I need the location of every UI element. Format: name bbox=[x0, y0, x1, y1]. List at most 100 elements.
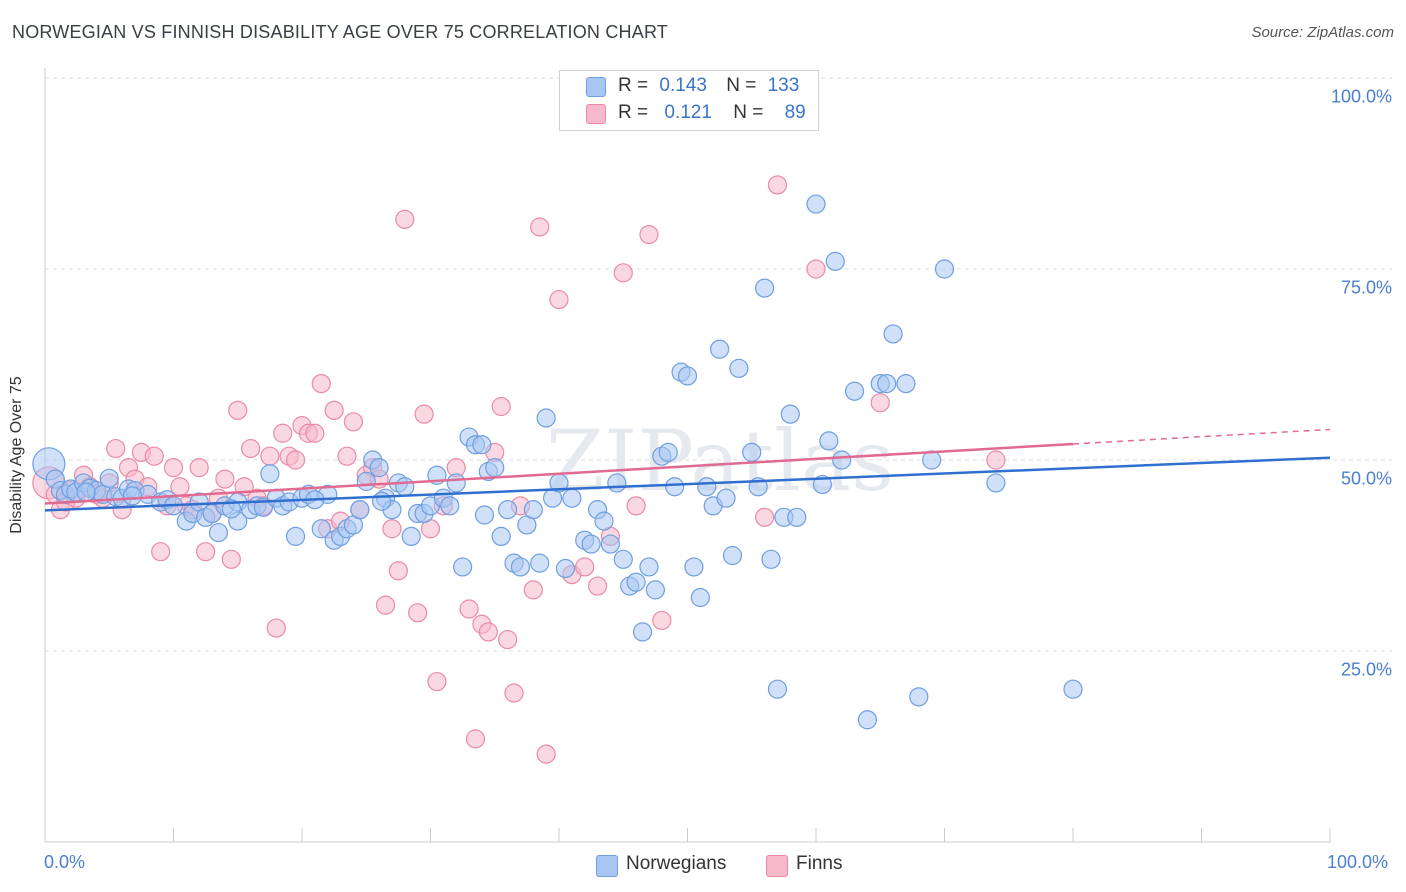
norwegian-point bbox=[311, 519, 331, 539]
x-tick-label-min: 0.0% bbox=[44, 852, 86, 872]
finn-point bbox=[504, 683, 524, 703]
finn-point bbox=[144, 446, 164, 466]
legend-swatch-finns bbox=[766, 855, 788, 877]
norwegian-point bbox=[639, 557, 659, 577]
finn-point bbox=[986, 450, 1006, 470]
finn-point bbox=[260, 446, 280, 466]
norwegian-point bbox=[395, 477, 415, 497]
n-label: N = bbox=[726, 75, 757, 96]
norwegian-point bbox=[729, 358, 749, 378]
norwegian-point bbox=[684, 557, 704, 577]
finn-point bbox=[459, 599, 479, 619]
norwegian-point bbox=[99, 468, 119, 488]
finn-point bbox=[408, 603, 428, 623]
norwegian-point bbox=[665, 477, 685, 497]
norwegian-point bbox=[896, 374, 916, 394]
norwegian-point bbox=[761, 549, 781, 569]
norwegian-point bbox=[825, 251, 845, 271]
finn-point bbox=[427, 671, 447, 692]
norwegian-point bbox=[122, 486, 142, 506]
chart-title: NORWEGIAN VS FINNISH DISABILITY AGE OVER… bbox=[12, 22, 669, 42]
norwegian-point bbox=[498, 500, 518, 520]
norwegian-point bbox=[221, 499, 241, 519]
norwegian-point bbox=[658, 442, 678, 462]
norwegian-point bbox=[934, 259, 955, 279]
r-value: 0.121 bbox=[664, 102, 712, 123]
finn-point bbox=[870, 393, 890, 413]
norwegian-point bbox=[690, 587, 710, 608]
legend-swatch-finns bbox=[586, 104, 606, 124]
finns-trend-line bbox=[44, 442, 1074, 505]
norwegian-point bbox=[372, 491, 392, 511]
norwegian-point bbox=[523, 500, 543, 520]
legend-item-finns[interactable]: Finns bbox=[766, 853, 842, 877]
finn-point bbox=[478, 622, 498, 642]
norwegian-point bbox=[767, 679, 788, 699]
finn-point bbox=[575, 557, 595, 577]
y-tick-label-100: 100.0% bbox=[1330, 86, 1392, 107]
y-tick-label-25: 25.0% bbox=[1340, 659, 1392, 680]
finn-point bbox=[196, 542, 216, 562]
finn-point bbox=[626, 496, 646, 516]
finn-point bbox=[343, 412, 363, 432]
legend-item-norwegians[interactable]: Norwegians bbox=[596, 853, 727, 877]
finn-point bbox=[754, 507, 775, 527]
norwegian-point bbox=[285, 526, 306, 547]
finn-point bbox=[530, 217, 550, 237]
finn-point bbox=[106, 438, 126, 459]
n-value: 89 bbox=[784, 102, 806, 123]
finn-point bbox=[806, 259, 826, 279]
norwegian-point bbox=[446, 473, 466, 493]
norwegian-point bbox=[562, 488, 582, 508]
norwegian-point bbox=[356, 471, 376, 491]
norwegian-point bbox=[857, 710, 878, 730]
finn-point bbox=[273, 423, 293, 443]
finn-point bbox=[587, 576, 608, 596]
legend-swatch-norwegians bbox=[586, 77, 606, 97]
norwegian-point bbox=[607, 473, 627, 493]
r-label: R = bbox=[618, 102, 649, 123]
finn-point bbox=[221, 549, 241, 569]
finn-point bbox=[375, 595, 396, 615]
finns-trend-extension bbox=[1072, 428, 1331, 445]
norwegian-point bbox=[474, 505, 495, 525]
finn-point bbox=[491, 396, 511, 417]
norwegian-point bbox=[787, 507, 807, 527]
norwegian-point bbox=[76, 482, 96, 502]
finn-point bbox=[337, 446, 357, 466]
finn-point bbox=[151, 542, 171, 562]
finn-point bbox=[536, 744, 556, 764]
norwegian-point bbox=[453, 557, 473, 577]
finn-point bbox=[639, 225, 659, 245]
y-tick-label-50: 50.0% bbox=[1340, 468, 1392, 489]
norwegian-point bbox=[613, 549, 633, 569]
norwegian-point bbox=[883, 324, 903, 344]
norwegian-point bbox=[472, 435, 492, 455]
finn-point bbox=[311, 374, 331, 394]
x-tick-label-max: 100.0% bbox=[1327, 852, 1389, 872]
finn-point bbox=[549, 289, 569, 310]
finn-point bbox=[241, 438, 261, 459]
norwegian-point bbox=[1063, 679, 1083, 699]
finn-point bbox=[395, 209, 415, 229]
n-value: 133 bbox=[767, 75, 800, 96]
finn-point bbox=[215, 469, 235, 489]
norwegian-point bbox=[877, 374, 897, 394]
norwegians-points bbox=[32, 194, 1083, 730]
norwegian-point bbox=[626, 572, 646, 592]
norwegians-trend-line bbox=[44, 456, 1331, 512]
norwegian-point bbox=[208, 522, 229, 543]
norwegian-point bbox=[677, 366, 698, 386]
finn-point bbox=[613, 263, 633, 283]
norwegian-point bbox=[710, 339, 730, 359]
legend-row-norwegians: R = 0.143 N = 133 bbox=[618, 75, 799, 97]
legend-label-norwegians: Norwegians bbox=[626, 853, 727, 874]
norwegian-point bbox=[491, 526, 511, 547]
norwegian-point bbox=[440, 496, 460, 516]
source-label: Source: ZipAtlas.com bbox=[1251, 24, 1394, 41]
n-label: N = bbox=[733, 102, 764, 123]
norwegian-point bbox=[530, 553, 550, 573]
norwegian-point bbox=[742, 442, 762, 462]
r-value: 0.143 bbox=[659, 75, 707, 96]
norwegian-point bbox=[780, 404, 800, 424]
